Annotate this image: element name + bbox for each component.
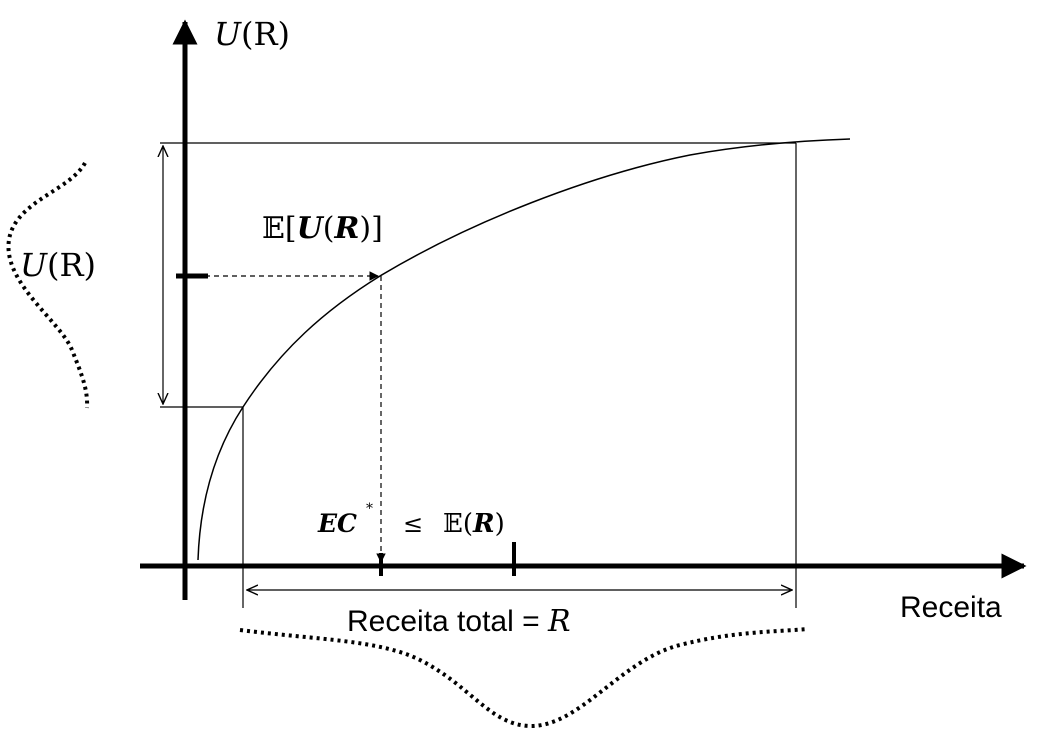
expected-revenue-label: 𝔼(R) [443,509,505,539]
expected-utility-label: 𝔼[U(R)] [262,211,383,246]
y-axis-label: U(R) [214,15,290,53]
total-revenue-label: Receita total = R [347,604,571,639]
utility-curve [197,138,851,561]
utility-distribution-label: U(R) [20,246,96,284]
utility-distribution-curve [6,161,90,409]
certainty-equivalent-label: EC [317,509,357,538]
certainty-equivalent-star: * [366,501,373,517]
leq-symbol: ≤ [403,510,423,538]
x-axis-label: Receita [900,591,1002,624]
revenue-distribution-curve [239,627,809,729]
